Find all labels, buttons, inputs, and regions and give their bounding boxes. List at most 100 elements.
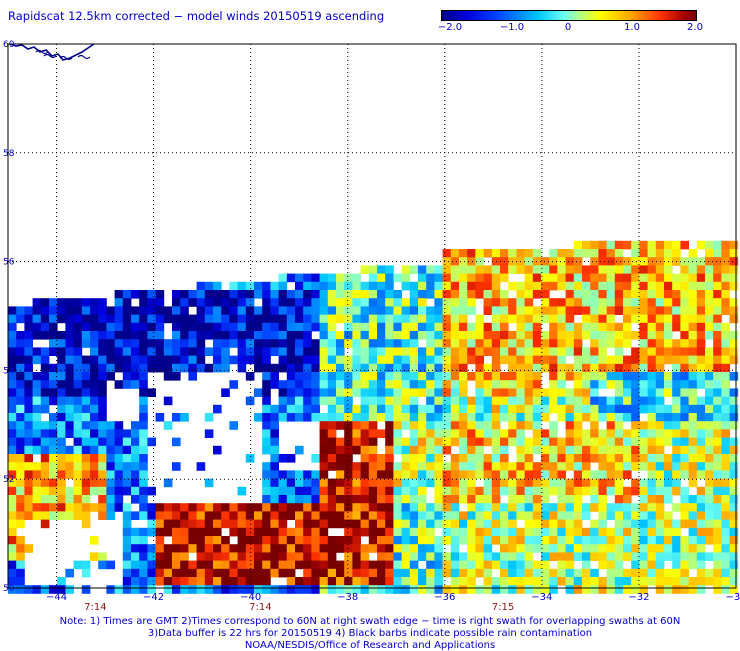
heatmap-cell <box>557 273 566 283</box>
heatmap-cell <box>573 445 583 455</box>
heatmap-cell <box>573 519 583 529</box>
heatmap-cell <box>57 454 66 463</box>
heatmap-cell <box>475 355 484 365</box>
heatmap-cell <box>713 339 722 348</box>
heatmap-cell <box>532 503 542 512</box>
heatmap-cell <box>49 445 58 455</box>
heatmap-cell <box>721 544 730 553</box>
heatmap-cell <box>139 388 148 397</box>
heatmap-cell <box>524 339 534 348</box>
heatmap-cell <box>286 339 296 348</box>
heatmap-cell <box>57 478 66 488</box>
heatmap-cell <box>311 355 320 365</box>
heatmap-cell <box>188 577 197 586</box>
heatmap-cell <box>204 585 214 594</box>
heatmap-cell <box>319 281 329 291</box>
heatmap-cell <box>475 421 484 430</box>
heatmap-cell <box>336 413 345 422</box>
heatmap-cell <box>647 265 657 274</box>
heatmap-cell <box>213 519 222 529</box>
heatmap-cell <box>541 552 550 561</box>
heatmap-cell <box>623 413 632 422</box>
heatmap-cell <box>98 445 107 455</box>
heatmap-cell <box>672 396 681 406</box>
heatmap-cell <box>598 273 607 283</box>
heatmap-cell <box>254 585 263 594</box>
heatmap-cell <box>598 478 607 488</box>
heatmap-cell <box>680 413 689 422</box>
heatmap-cell <box>639 404 648 414</box>
heatmap-cell <box>377 404 386 414</box>
heatmap-cell <box>450 372 460 381</box>
heatmap-cell <box>623 404 632 414</box>
heatmap-cell <box>344 429 353 438</box>
heatmap-cell <box>262 470 271 479</box>
heatmap-cell <box>418 536 427 545</box>
heatmap-cell <box>573 281 583 291</box>
heatmap-cell <box>450 552 460 561</box>
heatmap-cell <box>606 527 616 537</box>
heatmap-cell <box>442 331 452 340</box>
heatmap-cell <box>336 388 345 397</box>
heatmap-cell <box>467 290 476 299</box>
heatmap-cell <box>409 486 419 496</box>
heatmap-cell <box>360 445 370 455</box>
heatmap-cell <box>557 503 566 512</box>
heatmap-cell <box>409 281 419 291</box>
heatmap-cell <box>327 298 337 307</box>
heatmap-cell <box>368 437 378 447</box>
heatmap-cell <box>647 429 657 438</box>
heatmap-cell <box>81 413 91 422</box>
heatmap-cell <box>721 421 730 430</box>
heatmap-cell <box>426 306 435 315</box>
heatmap-cell <box>409 380 419 389</box>
heatmap-cell <box>254 413 263 422</box>
heatmap-cell <box>139 462 148 471</box>
heatmap-cell <box>8 404 17 414</box>
heatmap-cell <box>664 314 673 324</box>
heatmap-cell <box>705 445 714 455</box>
heatmap-cell <box>385 552 394 561</box>
heatmap-cell <box>631 290 640 299</box>
heatmap-cell <box>631 511 640 520</box>
heatmap-cell <box>524 380 534 389</box>
heatmap-cell <box>598 454 607 463</box>
heatmap-cell <box>131 331 140 340</box>
heatmap-cell <box>221 331 230 340</box>
heatmap-cell <box>459 257 468 266</box>
heatmap-cell <box>532 273 542 283</box>
heatmap-cell <box>270 413 279 422</box>
heatmap-cell <box>409 322 419 332</box>
heatmap-cell <box>401 560 411 570</box>
heatmap-cell <box>229 560 238 570</box>
heatmap-cell <box>377 519 386 529</box>
heatmap-cell <box>90 404 99 414</box>
heatmap-cell <box>467 486 476 496</box>
heatmap-cell <box>590 240 599 250</box>
heatmap-cell <box>237 577 247 586</box>
heatmap-cell <box>557 347 566 356</box>
heatmap-cell <box>270 568 279 578</box>
heatmap-cell <box>24 429 33 438</box>
heatmap-cell <box>434 355 443 365</box>
heatmap-cell <box>327 372 337 381</box>
heatmap-cell <box>254 536 263 545</box>
heatmap-cell <box>303 495 312 504</box>
heatmap-cell <box>680 470 689 479</box>
heatmap-cell <box>106 363 115 373</box>
heatmap-cell <box>524 372 534 381</box>
heatmap-cell <box>90 445 99 455</box>
heatmap-cell <box>377 322 386 332</box>
heatmap-cell <box>565 519 575 529</box>
heatmap-cell <box>516 355 525 365</box>
heatmap-cell <box>188 519 197 529</box>
heatmap-cell <box>573 298 583 307</box>
heatmap-cell <box>8 560 17 570</box>
heatmap-cell <box>393 519 402 529</box>
heatmap-cell <box>245 322 255 332</box>
heatmap-cell <box>705 495 714 504</box>
heatmap-cell <box>483 585 493 594</box>
heatmap-cell <box>532 257 542 266</box>
heatmap-cell <box>459 560 468 570</box>
heatmap-cell <box>483 429 493 438</box>
